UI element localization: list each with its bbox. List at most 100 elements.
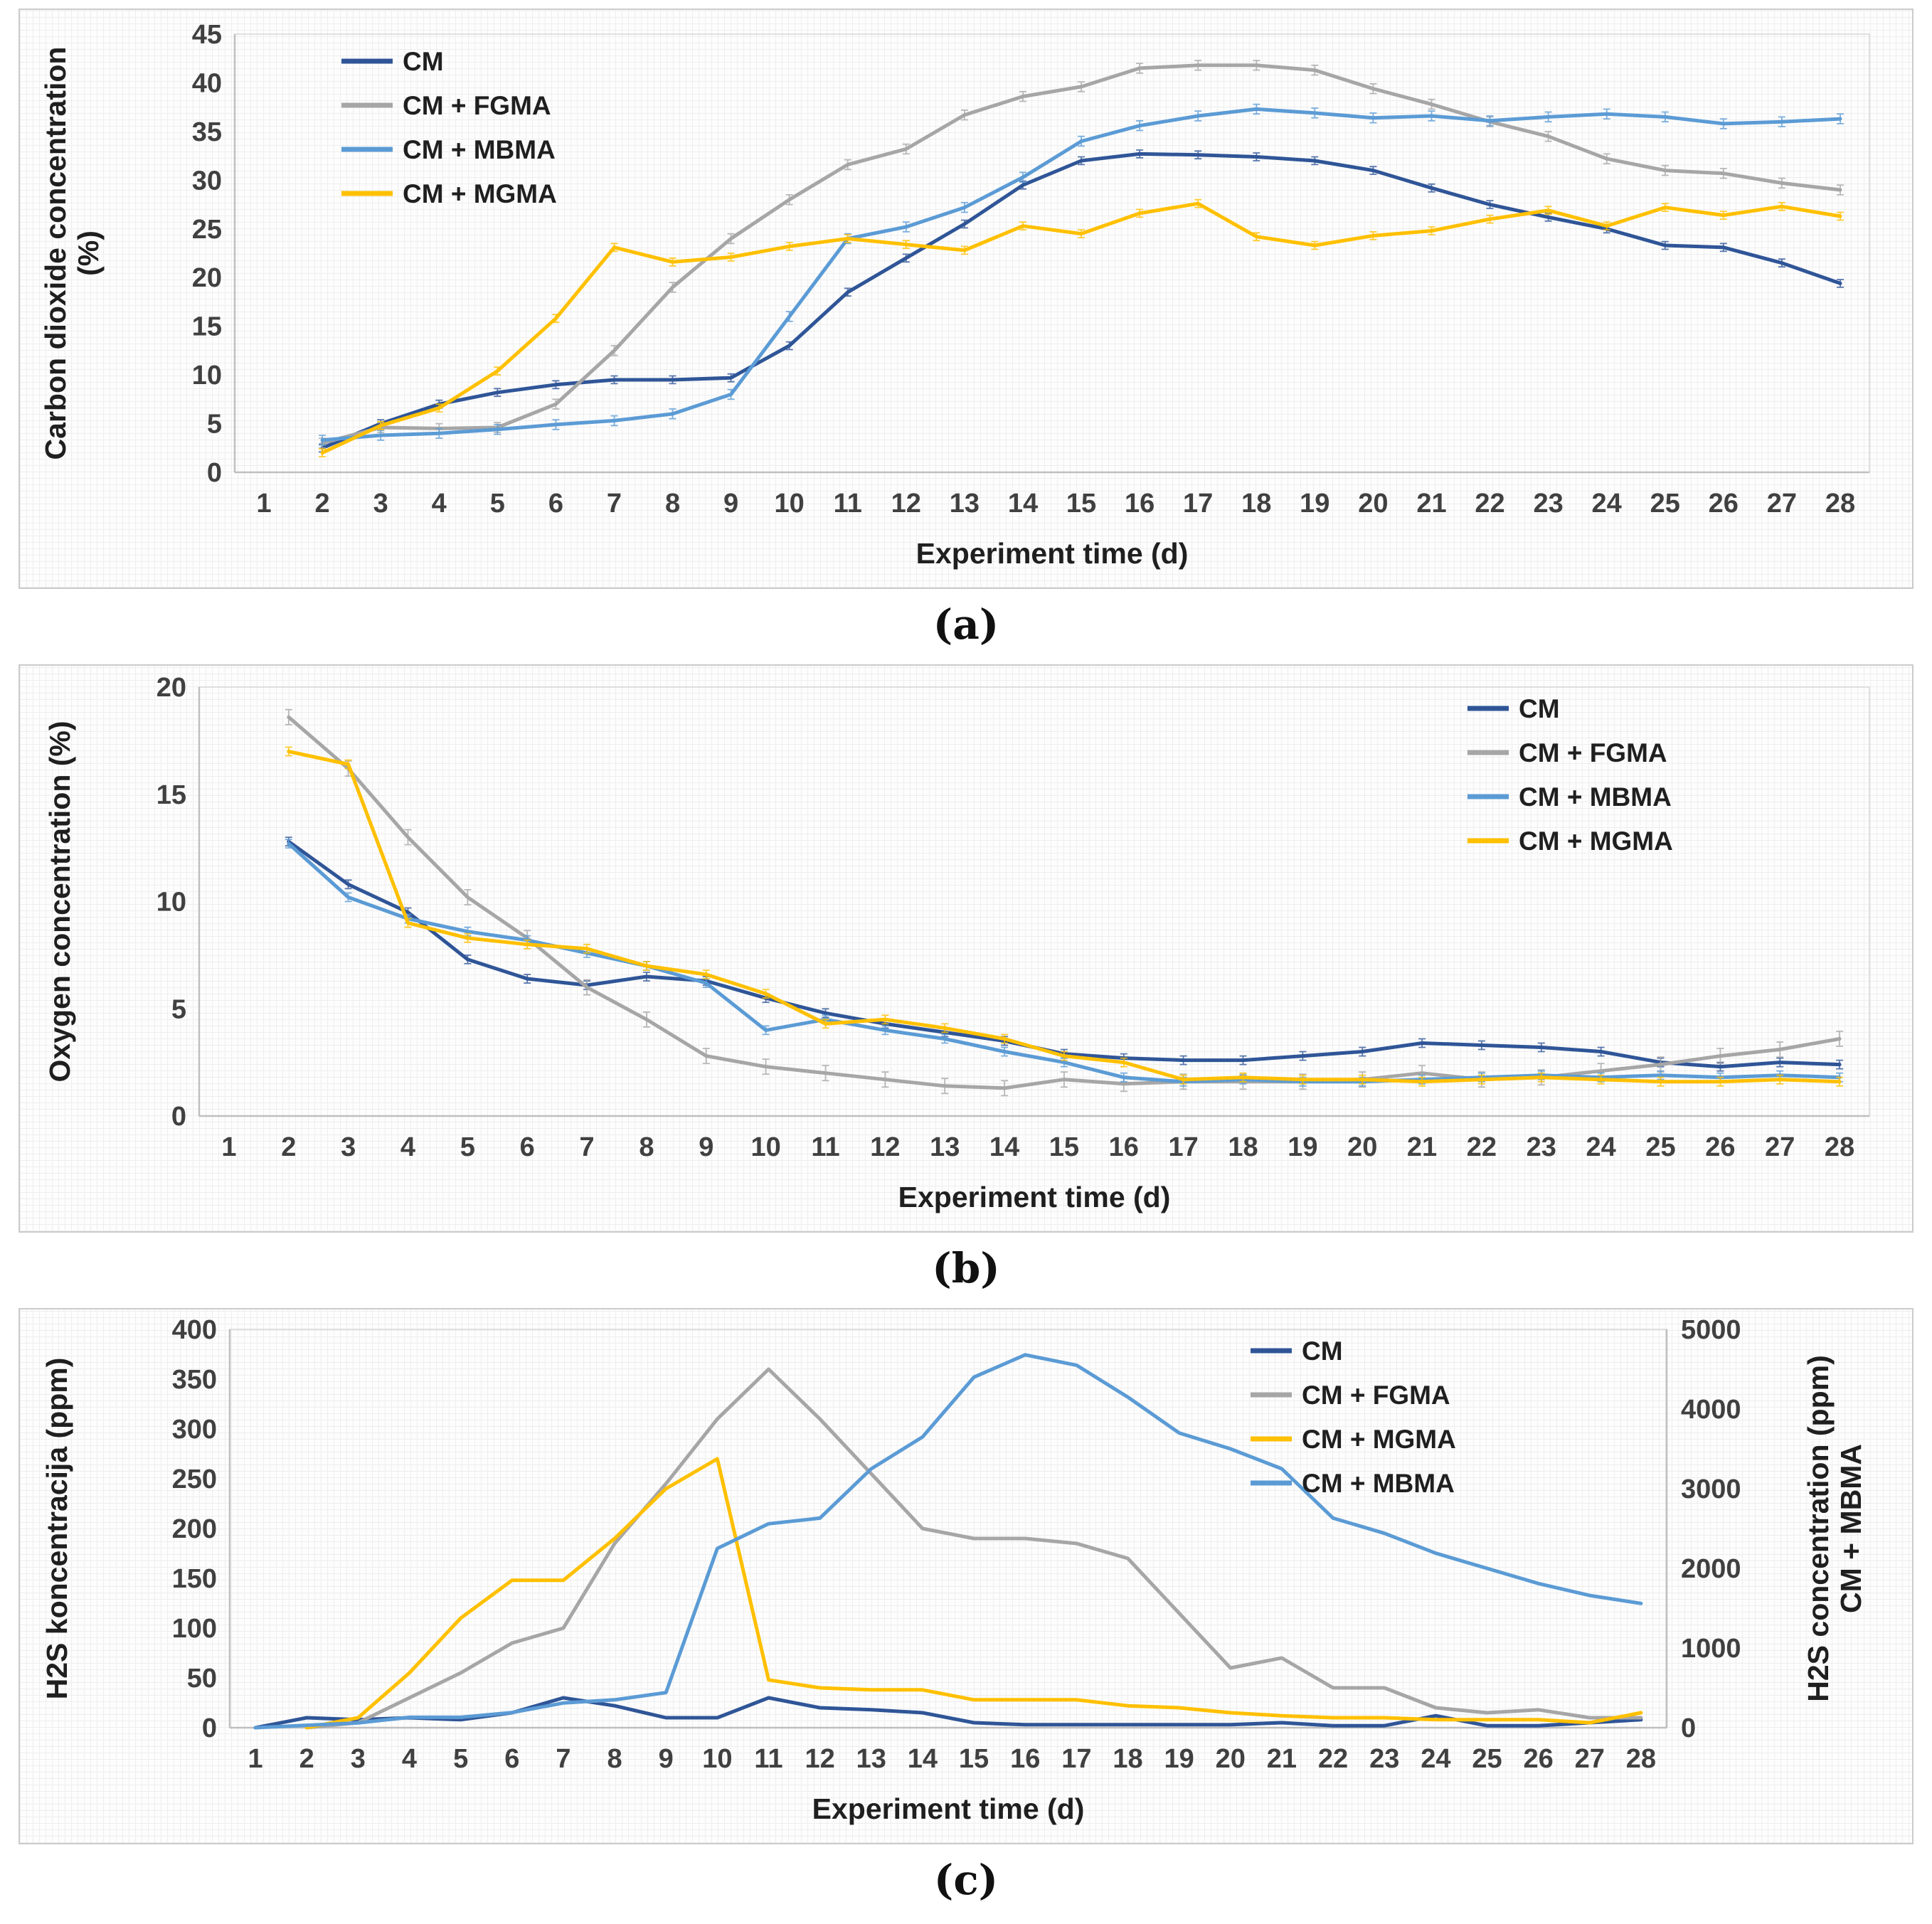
legend-label-CM + FGMA: CM + FGMA [1519,738,1667,767]
x-tick-label: 2 [281,1132,296,1162]
x-tick-label: 28 [1626,1744,1656,1774]
x-tick-label: 6 [548,489,563,519]
x-tick-label: 15 [1049,1132,1079,1162]
chart-a: 0 5 10 15 20 25 30 35 40 45 1 2 3 4 5 6 7 8 9 10 11 12 13 14 15 1… [18,9,1914,589]
y-axis-title: Carbon dioxide concentration(%) [39,47,105,460]
x-tick-label: 3 [351,1744,366,1774]
y2-tick-label: 4000 [1681,1395,1741,1425]
x-tick-label: 25 [1472,1744,1502,1774]
y2-axis-title: H2S concentration (ppm)CM + MBMA [1802,1355,1867,1701]
x-tick-label: 6 [504,1744,519,1774]
x-tick-label: 12 [870,1132,900,1162]
series-line-CM + FGMA [287,715,1842,1090]
x-axis-ticks: 1 2 3 4 5 6 7 8 9 10 11 12 13 14 15 16 17 18 19 20 21 22 23 24 2… [256,489,1855,519]
y-tick-label: 5 [207,410,222,440]
x-tick-label: 24 [1586,1132,1616,1162]
y2-tick-label: 3000 [1681,1474,1741,1504]
x-tick-label: 20 [1216,1744,1246,1774]
x-tick-label: 11 [834,489,862,519]
caption-a: (a) [933,600,999,649]
x-tick-label: 13 [950,489,980,519]
y-tick-label: 250 [172,1465,217,1494]
legend-label-CM: CM [1302,1336,1343,1366]
chart-b: 0 5 10 15 20 1 2 3 4 5 6 7 8 9 10 11 12 13 14 15 16 17 18 19 20 2… [18,664,1914,1233]
x-tick-label: 16 [1109,1132,1139,1162]
x-tick-label: 1 [248,1744,263,1774]
x-tick-label: 20 [1347,1132,1377,1162]
chart-c-svg: 0501001502002503003504000100020003000400… [41,1315,1867,1825]
x-tick-label: 15 [959,1744,989,1774]
y-tick-label: 0 [202,1713,217,1743]
y-tick-label: 20 [192,263,222,293]
x-axis-title: Experiment time (d) [916,537,1189,570]
y-axis-title-line: H2S koncentracija (ppm) [41,1358,73,1700]
x-tick-label: 16 [1125,489,1155,519]
y-tick-label: 0 [171,1102,186,1132]
series-line-CM + FGMA [320,63,1842,445]
x-tick-label: 19 [1300,489,1329,519]
x-tick-label: 2 [315,489,330,519]
x-tick-label: 27 [1767,489,1797,519]
panel-c: 0 50 100 150 200 250 300 350 400 0 1000 2000 3000 400… [18,1308,1914,1920]
x-tick-label: 9 [659,1744,674,1774]
panel-b: 0 5 10 15 20 1 2 3 4 5 6 7 8 9 10 11 12 13 14 15 16 17 18 19 20 2… [18,664,1914,1308]
error-bars-CM + MBMA [319,103,1844,446]
x-tick-label: 13 [856,1744,886,1774]
x-tick-label: 11 [811,1132,839,1162]
y-axis-title-line: Carbon dioxide concentration [39,47,72,460]
x-tick-label: 8 [665,489,680,519]
series-CM + MBMA [319,103,1844,446]
series-line-CM + MBMA [253,1353,1643,1730]
x-tick-label: 26 [1709,489,1739,519]
series-line-CM + FGMA [304,1367,1643,1730]
y-tick-label: 40 [192,68,222,98]
legend-label-CM: CM [403,47,444,76]
x-tick-label: 24 [1592,489,1622,519]
x-tick-label: 17 [1169,1132,1199,1162]
y-tick-label: 20 [156,673,186,703]
legend-label-CM + FGMA: CM + FGMA [1302,1381,1450,1410]
legend-label-CM + FGMA: CM + FGMA [403,91,551,120]
series-CM [253,1696,1643,1730]
x-tick-label: 4 [400,1132,415,1162]
x-tick-label: 5 [460,1132,475,1162]
y-axis-title-line: Oxygen concentration (%) [43,721,76,1082]
y-axis-ticks: 0 5 10 15 20 [156,673,186,1132]
y2-tick-label: 1000 [1681,1634,1741,1664]
series-CM + MBMA [253,1353,1643,1730]
x-tick-label: 15 [1066,489,1096,519]
x-tick-label: 10 [702,1744,732,1774]
legend: CM CM + FGMA CM + MGMA CM + MBMA [1251,1336,1456,1498]
plot-border [229,1329,1667,1728]
x-tick-label: 20 [1358,489,1388,519]
x-tick-label: 3 [341,1132,356,1162]
x-tick-label: 4 [402,1744,417,1774]
chart-c: 0 50 100 150 200 250 300 350 400 0 1000 2000 3000 400… [18,1308,1914,1844]
y-tick-label: 5 [171,994,186,1024]
y-axis-ticks: 0 5 10 15 20 25 30 35 40 45 [192,20,222,488]
x-tick-label: 12 [891,489,921,519]
y-tick-label: 200 [172,1514,217,1544]
x-tick-label: 1 [256,489,271,519]
x-axis-title: Experiment time (d) [898,1181,1171,1213]
x-axis-title: Experiment time (d) [812,1792,1085,1825]
x-tick-label: 16 [1010,1744,1040,1774]
x-tick-label: 26 [1524,1744,1554,1774]
x-tick-label: 9 [723,489,738,519]
y2-tick-label: 2000 [1681,1554,1741,1584]
error-bars-CM + MGMA [319,198,1844,457]
caption-c: (c) [933,1856,999,1904]
x-tick-label: 7 [607,489,622,519]
y-tick-label: 35 [192,117,222,147]
x-tick-label: 14 [1008,489,1038,519]
x-tick-label: 3 [373,489,388,519]
x-tick-label: 21 [1407,1132,1437,1162]
x-tick-label: 18 [1241,489,1271,519]
x-tick-label: 8 [607,1744,622,1774]
series-CM [319,149,1844,453]
x-tick-label: 18 [1228,1132,1258,1162]
x-tick-label: 17 [1061,1744,1091,1774]
x-tick-label: 24 [1421,1744,1450,1774]
